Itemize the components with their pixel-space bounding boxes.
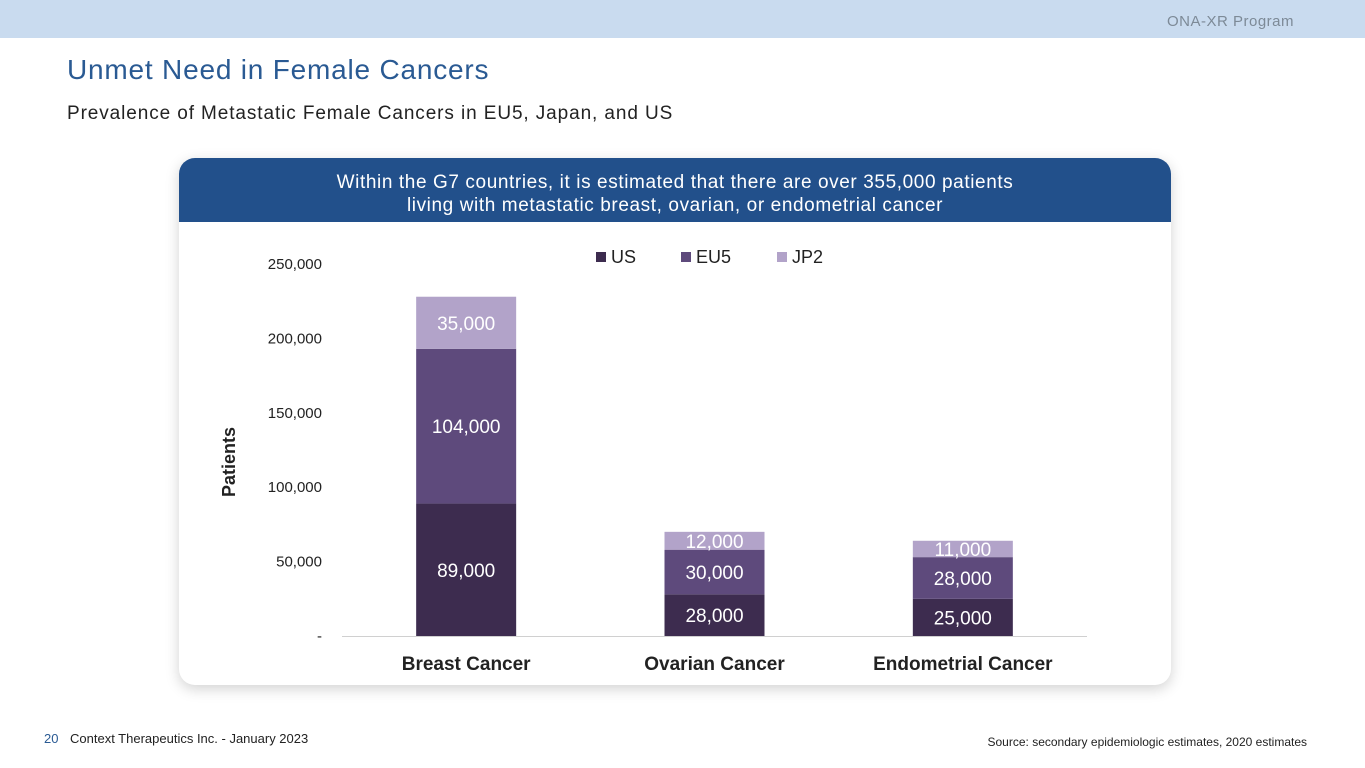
bar-jp2: [912, 540, 1013, 558]
y-tick-label: -: [317, 628, 322, 645]
y-tick-label: 250,000: [268, 256, 322, 273]
data-label: 104,000: [432, 417, 501, 438]
y-tick-label: 50,000: [276, 554, 322, 571]
legend-label: EU5: [696, 247, 731, 267]
data-label: 12,000: [685, 532, 743, 553]
bar-eu5: [416, 348, 517, 504]
data-label: 28,000: [934, 569, 992, 590]
legend-label: US: [611, 247, 636, 267]
page-subtitle: Prevalence of Metastatic Female Cancers …: [67, 103, 674, 124]
callout-banner: Within the G7 countries, it is estimated…: [179, 158, 1171, 222]
legend-swatch-eu5: [681, 252, 691, 262]
callout-line-1: Within the G7 countries, it is estimated…: [336, 172, 1014, 193]
y-tick-label: 100,000: [268, 479, 322, 496]
footer-company: Context Therapeutics Inc. - January 2023: [70, 731, 309, 746]
data-label: 30,000: [685, 563, 743, 584]
x-category-label: Breast Cancer: [402, 654, 531, 675]
top-band: [0, 0, 1365, 38]
bar-jp2: [664, 531, 765, 550]
bar-us: [416, 503, 517, 636]
legend-swatch-jp2: [777, 252, 787, 262]
x-category-label: Ovarian Cancer: [644, 654, 785, 675]
data-label: 11,000: [934, 540, 991, 561]
data-label: 89,000: [437, 561, 495, 582]
data-label: 28,000: [685, 606, 743, 627]
page-number: 20: [44, 731, 59, 746]
data-label: 25,000: [934, 608, 992, 629]
page-title: Unmet Need in Female Cancers: [67, 54, 490, 85]
x-category-label: Endometrial Cancer: [873, 654, 1053, 675]
y-tick-label: 150,000: [268, 405, 322, 422]
legend-label: JP2: [792, 247, 823, 267]
stacked-bar-chart: - 50,000 100,000 150,000 200,000 250,000 Patie…: [219, 247, 1087, 675]
program-label: ONA-XR Program: [1166, 13, 1294, 30]
callout-line-2: living with metastatic breast, ovarian, …: [406, 195, 944, 216]
data-label: 35,000: [437, 314, 495, 335]
y-axis-title: Patients: [219, 427, 239, 497]
bar-jp2: [416, 296, 517, 349]
legend-swatch-us: [596, 252, 606, 262]
footer-source: Source: secondary epidemiologic estimate…: [987, 735, 1308, 749]
bar-eu5: [664, 549, 765, 595]
bar-eu5: [912, 557, 1013, 599]
bar-us: [912, 598, 1013, 636]
bar-us: [664, 594, 765, 636]
y-tick-label: 200,000: [268, 330, 322, 347]
